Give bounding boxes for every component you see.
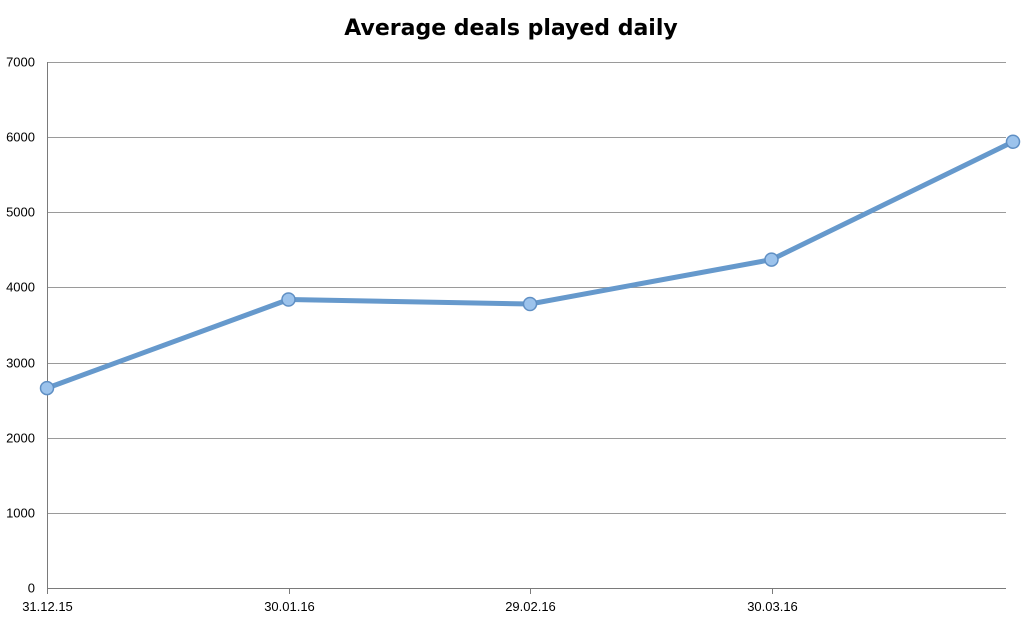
y-axis-tick-labels: 0 1000 2000 3000 4000 5000 6000 7000 bbox=[6, 55, 35, 596]
y-tick-label: 0 bbox=[28, 581, 35, 596]
data-point bbox=[281, 292, 296, 307]
chart-title: Average deals played daily bbox=[344, 16, 677, 41]
y-tick-label: 1000 bbox=[6, 506, 35, 521]
x-axis-tick-labels: 31.12.15 30.01.16 29.02.16 30.03.16 bbox=[22, 599, 798, 614]
x-tick-label: 31.12.15 bbox=[22, 599, 73, 614]
axes bbox=[47, 62, 1006, 594]
y-tick-label: 6000 bbox=[6, 130, 35, 145]
y-tick-label: 2000 bbox=[6, 431, 35, 446]
data-point bbox=[764, 252, 779, 267]
y-tick-label: 7000 bbox=[6, 55, 35, 70]
x-tick-label: 30.03.16 bbox=[747, 599, 798, 614]
data-series bbox=[44, 139, 1016, 391]
x-tick-label: 30.01.16 bbox=[264, 599, 315, 614]
x-tick-label: 29.02.16 bbox=[505, 599, 556, 614]
y-tick-label: 4000 bbox=[6, 280, 35, 295]
series-line bbox=[44, 139, 1016, 391]
gridlines bbox=[47, 62, 1006, 514]
data-point bbox=[522, 296, 538, 312]
y-tick-label: 5000 bbox=[6, 205, 35, 220]
data-markers bbox=[39, 134, 1021, 396]
data-point bbox=[39, 380, 55, 396]
data-point bbox=[1005, 134, 1021, 149]
y-tick-label: 3000 bbox=[6, 356, 35, 371]
